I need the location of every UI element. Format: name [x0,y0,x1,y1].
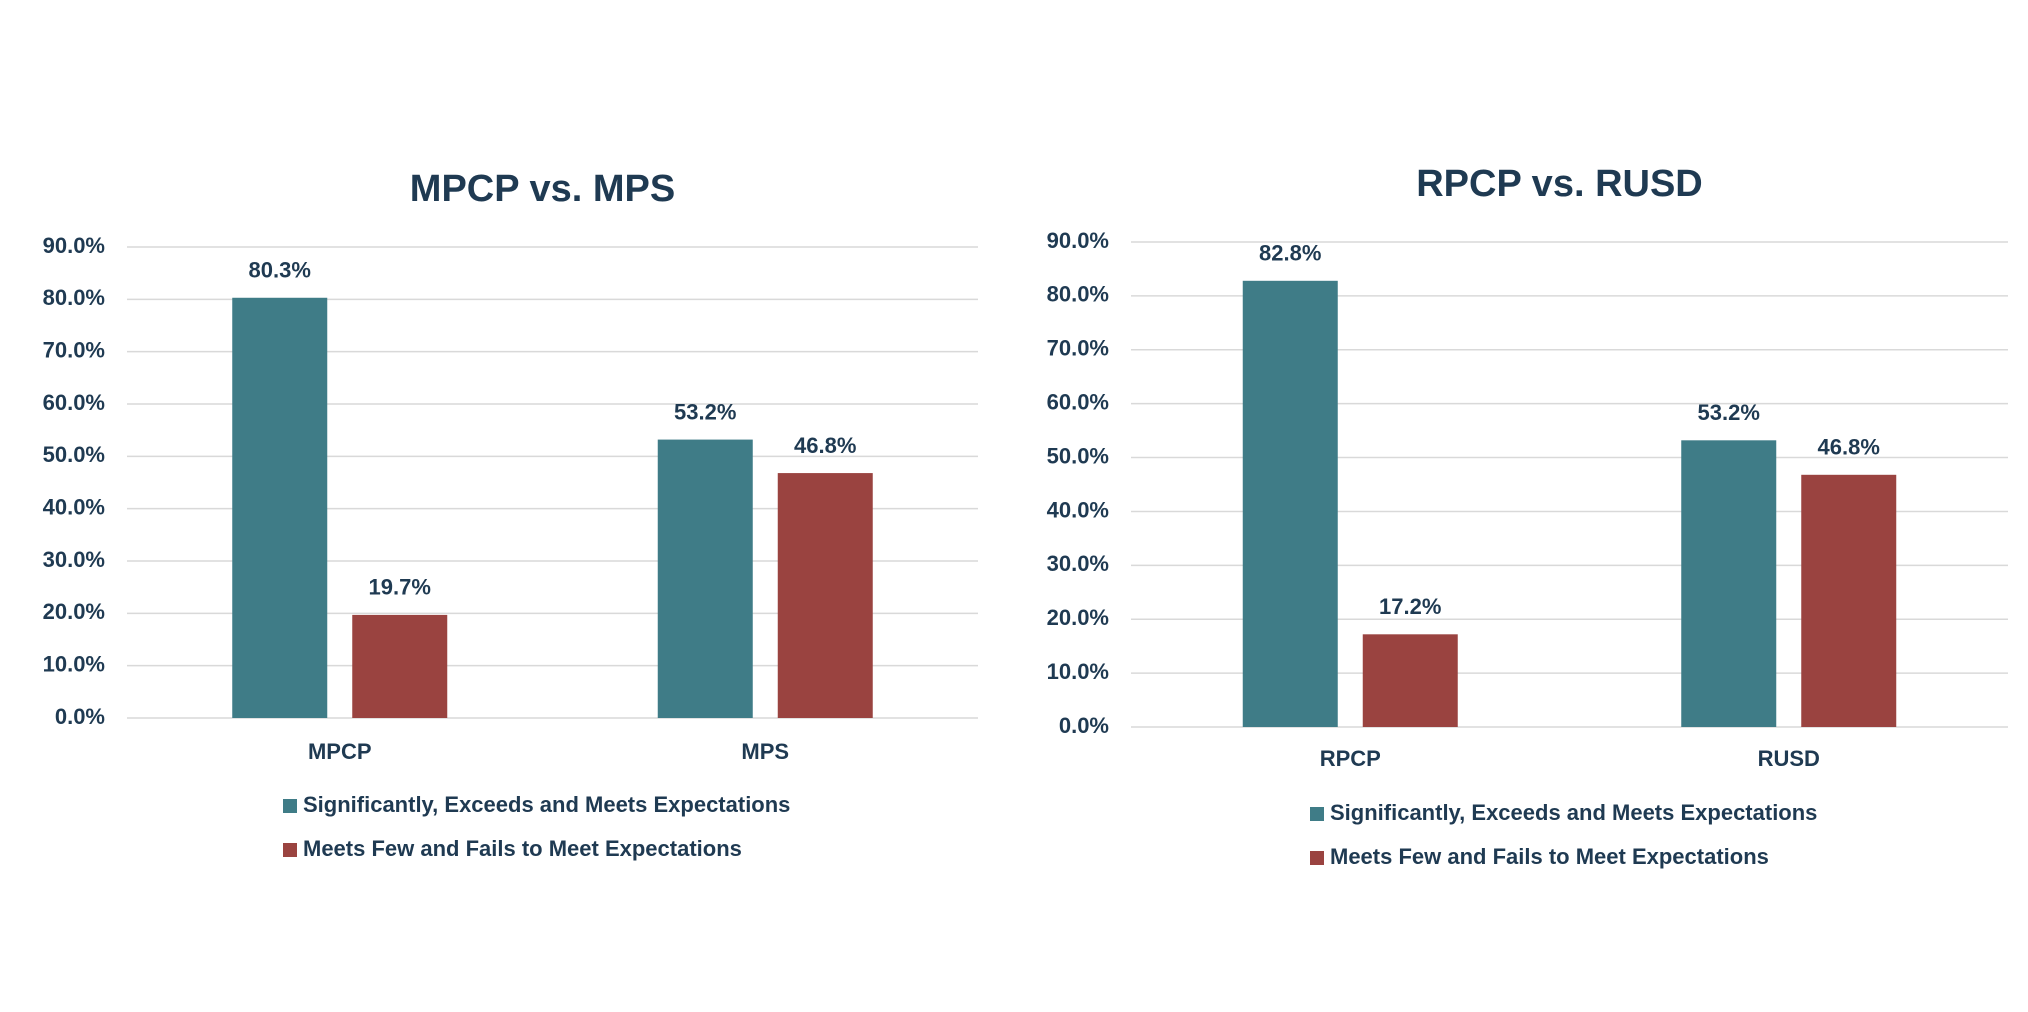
chart-title: RPCP vs. RUSD [1416,163,1703,205]
data-label: 82.8% [1259,241,1321,266]
data-label: 53.2% [1698,400,1760,425]
legend-label: Meets Few and Fails to Meet Expectations [1330,844,1769,869]
y-tick-label: 90.0% [1047,228,1109,253]
y-tick-label: 0.0% [55,704,105,729]
legend-label: Significantly, Exceeds and Meets Expecta… [303,792,790,817]
y-tick-label: 0.0% [1059,713,1109,738]
x-tick-label: RPCP [1320,746,1381,771]
bar [1362,634,1458,727]
x-tick-label: MPS [741,739,789,764]
data-label: 46.8% [794,433,856,458]
legend-swatch [283,799,297,813]
y-tick-label: 70.0% [43,337,105,362]
bar [1801,474,1897,727]
bar [777,473,873,718]
y-tick-label: 10.0% [1047,659,1109,684]
legend-label: Significantly, Exceeds and Meets Expecta… [1330,800,1817,825]
data-label: 19.7% [369,575,431,600]
legend-swatch [283,843,297,857]
y-tick-label: 60.0% [1047,389,1109,414]
data-label: 17.2% [1379,594,1441,619]
y-tick-label: 80.0% [43,285,105,310]
chart-title: MPCP vs. MPS [410,168,675,210]
x-tick-label: MPCP [308,739,372,764]
data-label: 53.2% [674,399,736,424]
y-tick-label: 50.0% [43,442,105,467]
y-tick-label: 70.0% [1047,336,1109,361]
y-tick-label: 20.0% [1047,605,1109,630]
legend-label: Meets Few and Fails to Meet Expectations [303,836,742,861]
y-tick-label: 40.0% [1047,497,1109,522]
y-tick-label: 10.0% [43,651,105,676]
y-tick-label: 60.0% [43,390,105,415]
legend-swatch [1310,807,1324,821]
y-tick-label: 30.0% [43,547,105,572]
y-tick-label: 20.0% [43,599,105,624]
y-tick-label: 80.0% [1047,282,1109,307]
y-tick-label: 50.0% [1047,443,1109,468]
y-tick-label: 90.0% [43,233,105,258]
bar [657,439,753,718]
x-tick-label: RUSD [1758,746,1820,771]
data-label: 46.8% [1818,435,1880,460]
bar [352,614,448,718]
y-tick-label: 40.0% [43,494,105,519]
data-label: 80.3% [249,258,311,283]
legend-swatch [1310,851,1324,865]
bar [1681,440,1777,727]
y-tick-label: 30.0% [1047,551,1109,576]
bar [1242,280,1338,727]
bar [232,297,328,718]
